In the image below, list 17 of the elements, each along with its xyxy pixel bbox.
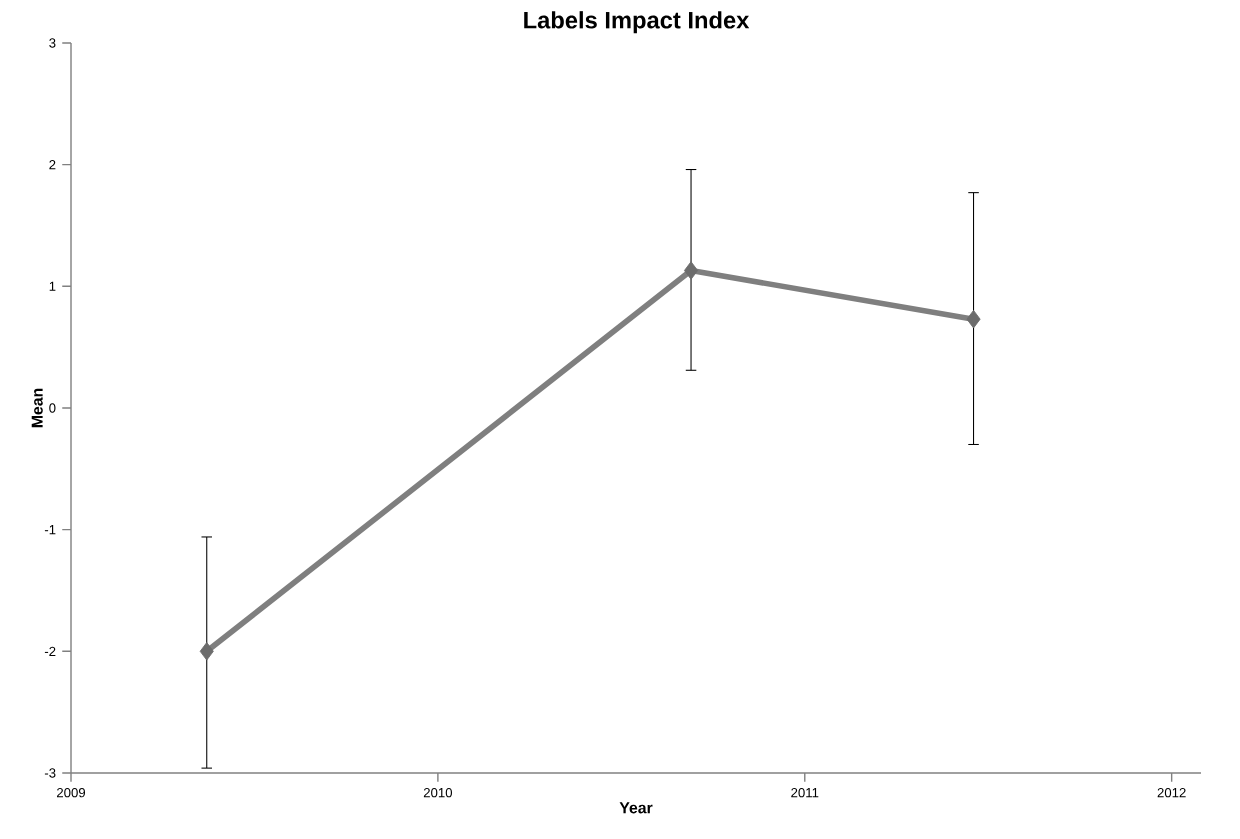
y-tick-label: -2 xyxy=(44,646,56,656)
y-axis-title: Mean xyxy=(31,388,43,428)
x-tick-label: 2012 xyxy=(1157,787,1186,798)
y-tick-label: -1 xyxy=(44,525,56,535)
x-tick-label: 2009 xyxy=(57,787,86,798)
y-tick-label: 0 xyxy=(49,403,56,413)
chart-title: Labels Impact Index xyxy=(524,11,750,34)
x-tick-label: 2010 xyxy=(423,787,453,798)
y-tick-label: -3 xyxy=(44,768,56,778)
y-tick-label: 3 xyxy=(49,38,56,48)
point xyxy=(199,642,214,661)
point xyxy=(966,309,981,329)
y-tick-label: 2 xyxy=(49,160,56,170)
x-tick-label: 2011 xyxy=(791,787,819,798)
point xyxy=(684,261,699,280)
y-tick-label: 1 xyxy=(49,281,56,291)
x-axis-title: Year xyxy=(619,802,653,814)
